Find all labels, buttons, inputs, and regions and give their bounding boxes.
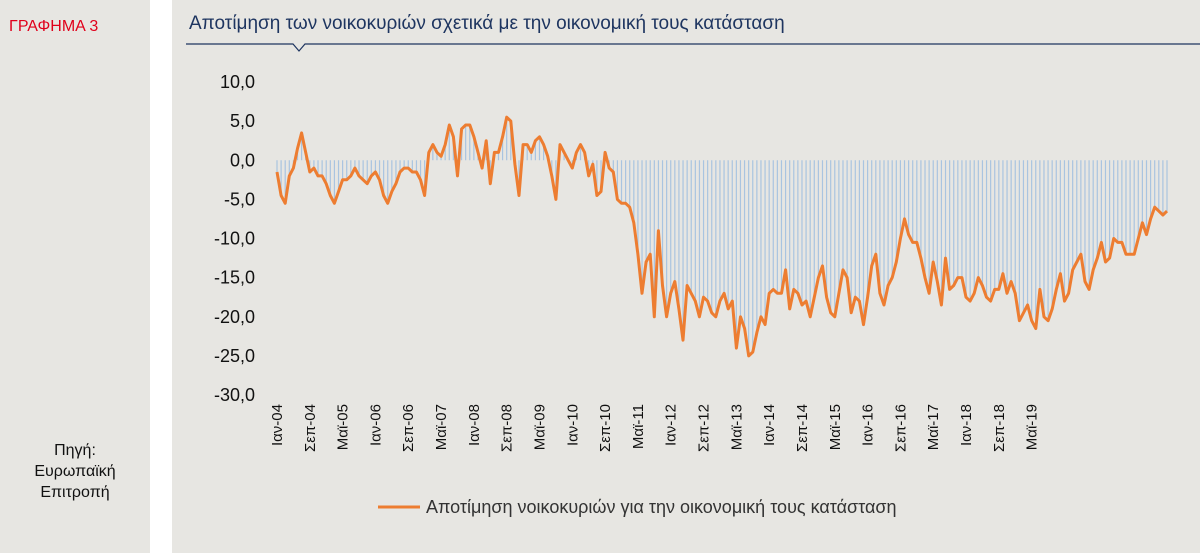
sidebar-panel — [0, 0, 150, 553]
x-tick-label: Σεπ-14 — [794, 404, 811, 452]
title-underline — [186, 43, 1200, 52]
y-tick-label: -10,0 — [214, 229, 255, 249]
x-tick-label: Μαϊ-13 — [728, 404, 745, 450]
x-tick-label: Μαϊ-15 — [827, 404, 844, 450]
x-tick-label: Ιαν-06 — [367, 404, 384, 446]
x-tick-label: Ιαν-14 — [761, 404, 778, 446]
source-line-2: Ευρωπαϊκή — [34, 463, 116, 480]
x-tick-label: Μαϊ-09 — [531, 404, 548, 450]
x-tick-label: Σεπ-06 — [400, 404, 417, 452]
x-tick-label: Ιαν-12 — [663, 404, 680, 446]
y-tick-label: -30,0 — [214, 385, 255, 405]
x-axis-ticks: Ιαν-04 Σεπ-04 Μαϊ-05 Ιαν-06 Σεπ-06 Μαϊ-07 Ιαν-… — [269, 404, 1041, 452]
y-tick-label: 0,0 — [230, 150, 255, 170]
x-tick-label: Μαϊ-07 — [433, 404, 450, 450]
x-tick-label: Σεπ-12 — [696, 404, 713, 452]
source-line-3: Επιτροπή — [40, 484, 110, 501]
x-tick-label: Σεπ-10 — [597, 404, 614, 452]
x-tick-label: Μαϊ-17 — [925, 404, 942, 450]
figure-label: ΓΡΑΦΗΜΑ 3 — [9, 18, 99, 35]
legend: Αποτίμηση νοικοκυριών για την οικονομική… — [378, 497, 897, 517]
x-tick-label: Ιαν-04 — [269, 404, 286, 446]
y-tick-label: -5,0 — [224, 189, 255, 209]
legend-label: Αποτίμηση νοικοκυριών για την οικονομική… — [426, 497, 897, 517]
series-line — [275, 115, 1169, 358]
x-tick-label: Ιαν-16 — [860, 404, 877, 446]
source-line-1: Πηγή: — [54, 442, 96, 459]
x-tick-label: Ιαν-08 — [466, 404, 483, 446]
y-tick-label: -25,0 — [214, 346, 255, 366]
x-tick-label: Ιαν-10 — [564, 404, 581, 446]
y-tick-label: 10,0 — [220, 72, 255, 92]
x-tick-label: Σεπ-04 — [302, 404, 319, 452]
bars-group — [276, 117, 1168, 356]
y-tick-label: -20,0 — [214, 307, 255, 327]
x-tick-label: Ιαν-18 — [958, 404, 975, 446]
chart-panel — [172, 0, 1200, 553]
x-tick-label: Μαϊ-11 — [630, 404, 647, 449]
x-tick-label: Σεπ-16 — [892, 404, 909, 452]
chart-title: Αποτίμηση των νοικοκυριών σχετικά με την… — [189, 13, 785, 34]
y-tick-label: 5,0 — [230, 111, 255, 131]
y-tick-label: -15,0 — [214, 268, 255, 288]
x-tick-label: Μαϊ-19 — [1024, 404, 1041, 450]
y-axis-ticks: 10,0 5,0 0,0 -5,0 -10,0 -15,0 -20,0 -25,0 -30,0 — [214, 72, 255, 405]
x-tick-label: Σεπ-08 — [499, 404, 516, 452]
x-tick-label: Μαϊ-05 — [335, 404, 352, 450]
x-tick-label: Σεπ-18 — [991, 404, 1008, 452]
source-note: Πηγή: Ευρωπαϊκή Επιτροπή — [0, 440, 150, 503]
